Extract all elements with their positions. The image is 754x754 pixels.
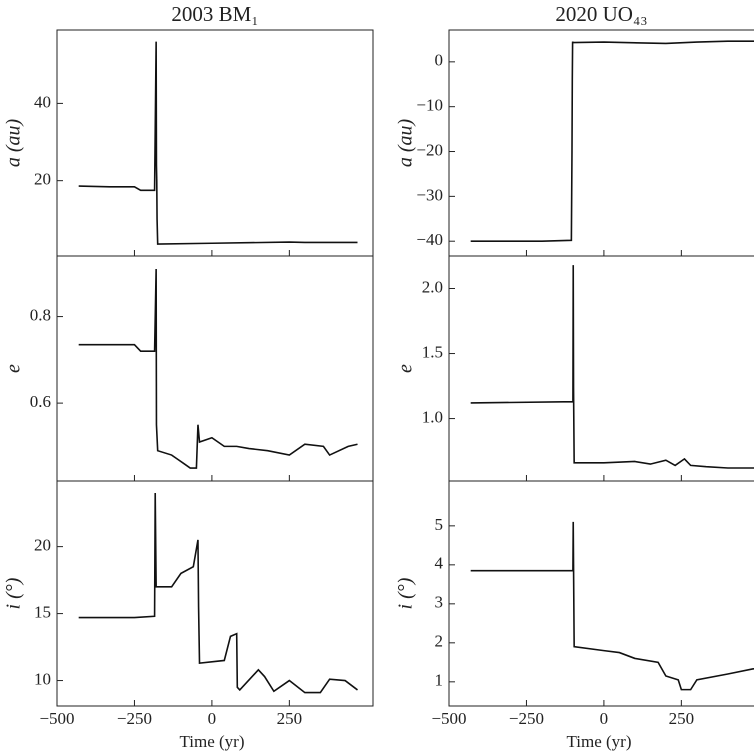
- y-tick-label: 2.0: [422, 277, 443, 296]
- data-line: [78, 268, 358, 469]
- x-tick-label: −250: [117, 709, 152, 728]
- y-tick-label: 0.6: [30, 392, 51, 411]
- data-area: [78, 268, 358, 469]
- y-tick-label: −30: [416, 185, 443, 204]
- y-axis-label: a (au): [395, 119, 417, 168]
- data-line: [470, 40, 754, 242]
- x-tick-label: 0: [600, 709, 609, 728]
- data-area: [470, 265, 754, 469]
- panel-frame: [56, 255, 374, 482]
- x-tick-label: −500: [39, 709, 74, 728]
- data-area: [470, 40, 754, 242]
- panel-frame: [448, 29, 754, 257]
- x-axis-label: Time (yr): [566, 732, 631, 751]
- data-line: [78, 41, 358, 245]
- panel-frame: [448, 480, 754, 707]
- y-tick-label: 1.5: [422, 342, 443, 361]
- y-tick-label: −10: [416, 96, 443, 115]
- x-tick-label: 250: [277, 709, 303, 728]
- y-axis-label: e: [395, 364, 417, 373]
- y-tick-label: 20: [34, 536, 51, 555]
- y-tick-label: 1: [435, 671, 444, 690]
- panel-frame: [56, 480, 374, 707]
- y-tick-label: 20: [34, 170, 51, 189]
- x-axis-label: Time (yr): [179, 732, 244, 751]
- y-tick-label: 0.8: [30, 305, 51, 324]
- column-title: 2020 UO₄₃: [555, 2, 647, 26]
- data-line: [78, 493, 358, 694]
- x-tick-label: 250: [669, 709, 695, 728]
- y-axis-label: i (°): [395, 577, 417, 609]
- x-tick-label: −500: [431, 709, 466, 728]
- data-line: [470, 521, 754, 691]
- data-area: [78, 493, 358, 694]
- panel-frame: [56, 29, 374, 257]
- y-tick-label: 40: [34, 92, 51, 111]
- y-axis-label: e: [3, 364, 25, 373]
- y-tick-label: −40: [416, 230, 443, 249]
- y-axis-label: a (au): [3, 119, 25, 168]
- data-area: [470, 521, 754, 691]
- panel-frame: [448, 255, 754, 482]
- data-line: [470, 265, 754, 469]
- x-tick-label: −250: [509, 709, 544, 728]
- y-tick-label: 15: [34, 602, 51, 621]
- y-tick-label: 4: [435, 554, 444, 573]
- y-axis-label: i (°): [3, 577, 25, 609]
- data-area: [78, 41, 358, 245]
- y-tick-label: 1.0: [422, 407, 443, 426]
- y-tick-label: 2: [435, 632, 444, 651]
- y-tick-label: 5: [435, 515, 444, 534]
- x-tick-label: 0: [208, 709, 217, 728]
- column-title: 2003 BM₁: [171, 2, 258, 26]
- y-tick-label: 0: [435, 51, 444, 70]
- y-tick-label: 3: [435, 593, 444, 612]
- y-tick-label: 10: [34, 669, 51, 688]
- y-tick-label: −20: [416, 140, 443, 159]
